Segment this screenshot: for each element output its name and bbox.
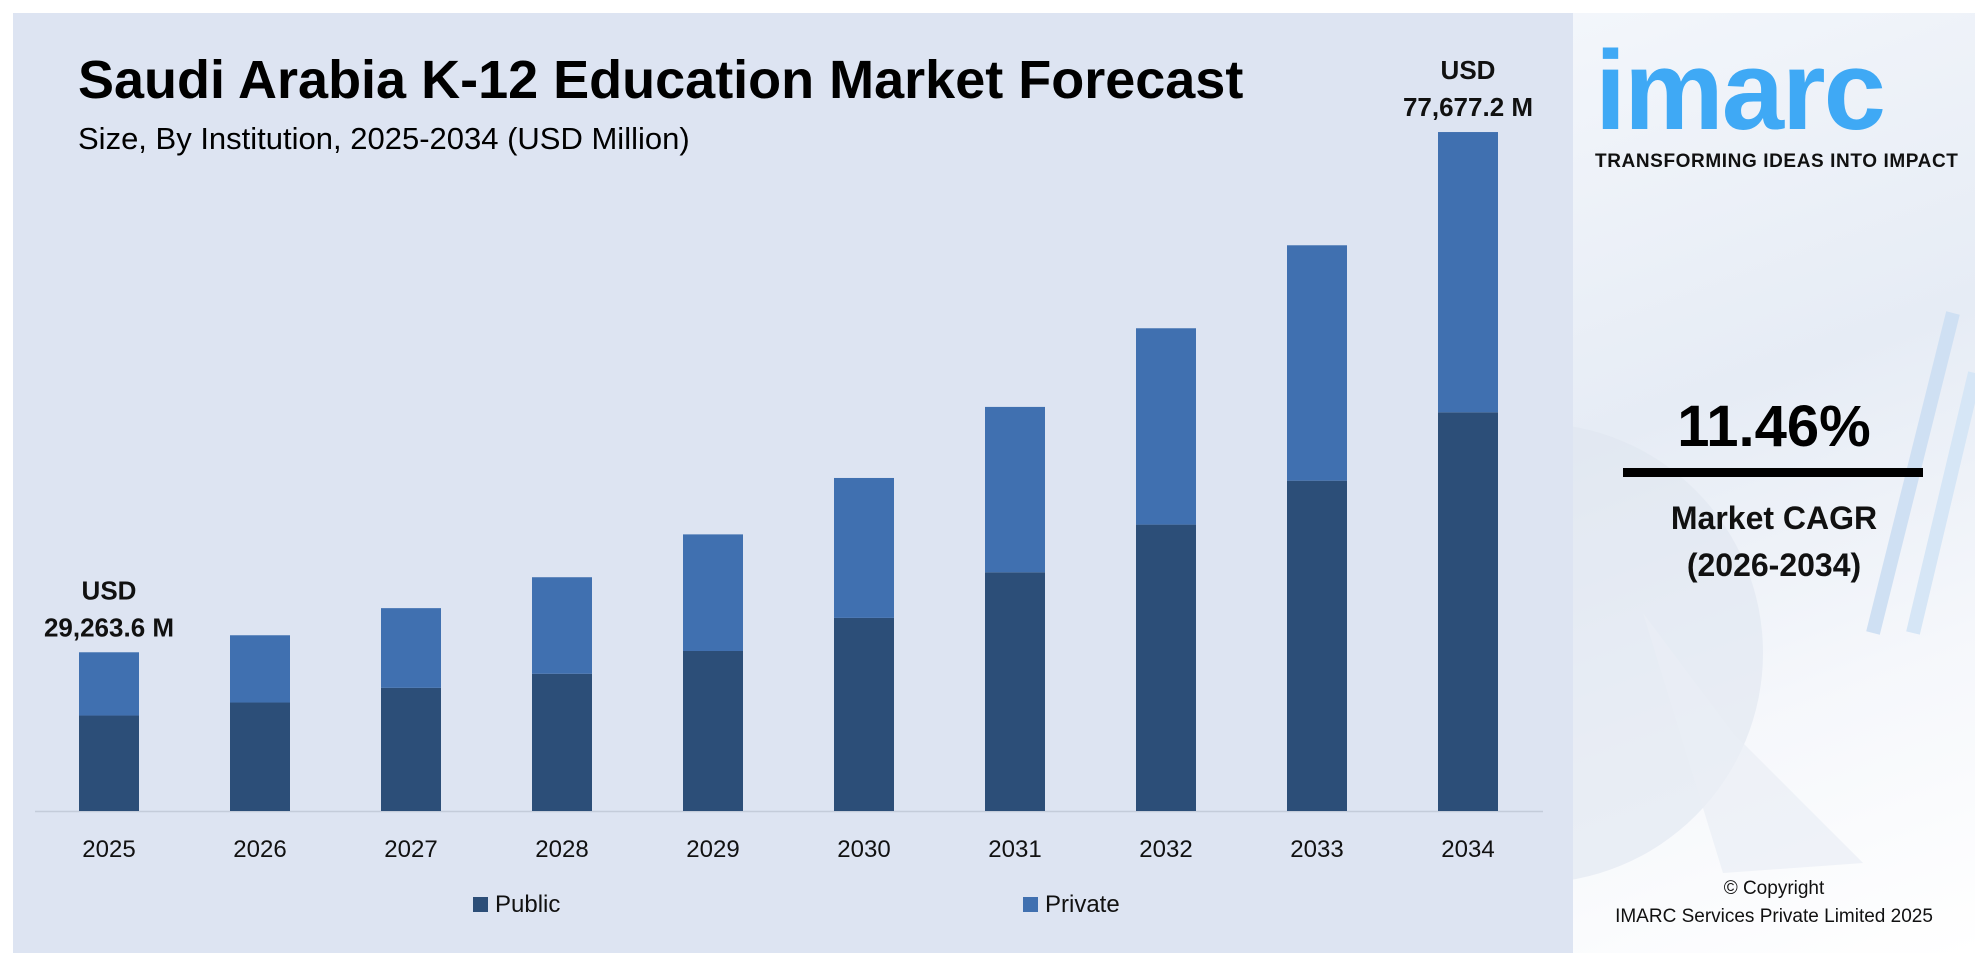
logo-text: imarc [1595,28,1886,153]
bar-chart: 2025 USD 29,263.6 M 2026 2027 2028 2029 2030 203… [35,55,1543,918]
x-tick-label: 2033 [1290,836,1343,863]
cagr-label-line1: Market CAGR [1670,500,1878,536]
data-label-line1: USD [82,575,137,605]
x-tick-label: 2026 [233,836,286,863]
bar-public-2029 [683,650,743,811]
bar-public-2034 [1438,412,1498,811]
legend-swatch-public [473,897,488,912]
legend-label-public: Public [495,891,560,918]
logo-tagline: TRANSFORMING IDEAS INTO IMPACT [1595,151,1959,172]
bar-private-2026 [230,635,290,703]
bar-private-2030 [834,477,894,618]
bar-public-2026 [230,702,290,811]
x-tick-label: 2030 [837,836,890,863]
chart-title: Saudi Arabia K-12 Education Market Forec… [78,50,1244,110]
chart-panel: 2025 USD 29,263.6 M 2026 2027 2028 2029 2030 203… [13,13,1573,953]
data-label-line1: USD [1441,55,1496,85]
copyright-line1: © Copyright [1723,878,1825,899]
bar-private-2028 [532,577,592,674]
bar-private-2025 [79,652,139,716]
x-tick-label: 2028 [535,836,588,863]
x-tick-label: 2032 [1139,836,1192,863]
data-label-line2: 77,677.2 M [1403,92,1533,122]
copyright-line2: IMARC Services Private Limited 2025 [1615,906,1933,927]
bar-private-2029 [683,534,743,651]
bar-public-2025 [79,715,139,811]
cagr-divider [1623,468,1923,477]
data-label-line2: 29,263.6 M [44,612,174,642]
cagr-label-line2: (2026-2034) [1686,547,1862,583]
bar-public-2030 [834,617,894,811]
bar-public-2027 [381,687,441,811]
background-decoration [1573,311,1975,880]
chart-subtitle: Size, By Institution, 2025-2034 (USD Mil… [78,121,690,156]
bar-private-2027 [381,608,441,688]
x-tick-label: 2029 [686,836,739,863]
x-tick-label: 2027 [384,836,437,863]
side-panel: imarc TRANSFORMING IDEAS INTO IMPACT 11.… [1573,13,1975,953]
bar-private-2033 [1287,245,1347,481]
copyright: © Copyright IMARC Services Private Limit… [1573,875,1975,931]
legend-swatch-private [1023,897,1038,912]
bar-public-2031 [985,572,1045,811]
bar-private-2034 [1438,132,1498,413]
bar-public-2033 [1287,480,1347,811]
bar-public-2028 [532,673,592,811]
bar-private-2031 [985,406,1045,573]
cagr-label: Market CAGR (2026-2034) [1573,495,1975,589]
cagr-value: 11.46% [1677,394,1871,459]
x-tick-label: 2031 [988,836,1041,863]
bar-private-2032 [1136,328,1196,525]
legend-label-private: Private [1045,891,1120,918]
x-tick-label: 2034 [1441,836,1494,863]
bar-public-2032 [1136,524,1196,811]
x-tick-label: 2025 [82,836,135,863]
imarc-logo: imarc TRANSFORMING IDEAS INTO IMPACT [1595,35,1965,173]
